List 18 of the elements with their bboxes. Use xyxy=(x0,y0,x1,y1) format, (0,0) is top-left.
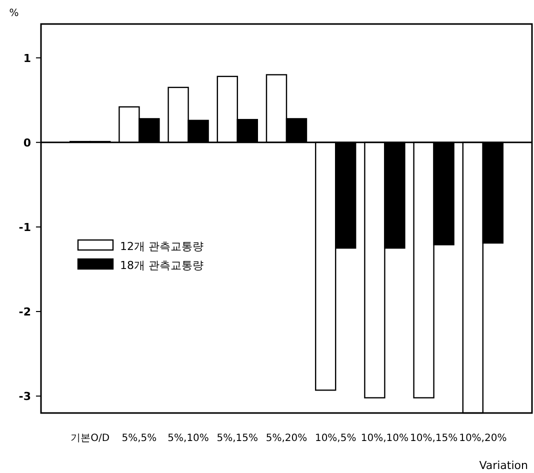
y-tick-label: -3 xyxy=(18,390,31,404)
x-tick-label: 5%,15% xyxy=(216,433,258,444)
x-tick-label: 10%,20% xyxy=(459,433,507,444)
y-tick-label: 0 xyxy=(23,136,32,150)
x-tick-label: 10%,15% xyxy=(410,433,458,444)
y-axis-title: % xyxy=(9,8,19,19)
y-tick-label: -2 xyxy=(18,306,31,319)
x-tick-label: 기본O/D xyxy=(70,433,110,444)
x-tick-label: 10%,5% xyxy=(314,433,356,444)
legend-label: 18개 관측교통량 xyxy=(120,259,204,272)
x-tick-label: 5%,5% xyxy=(122,433,157,444)
x-axis-title: Variation xyxy=(479,459,528,472)
y-tick-label: 1 xyxy=(23,52,31,65)
y-tick-label: -1 xyxy=(18,220,31,234)
legend-label: 12개 관측교통량 xyxy=(120,240,204,253)
x-tick-label: 5%,10% xyxy=(168,433,209,444)
x-tick-label: 10%,10% xyxy=(360,433,409,444)
x-tick-label: 5%,20% xyxy=(266,433,308,444)
